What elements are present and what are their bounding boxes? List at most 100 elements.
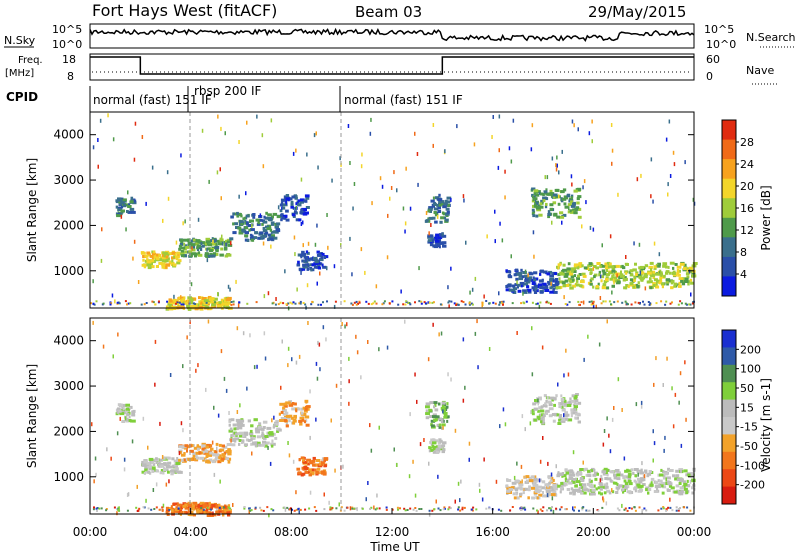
noise-cell: [448, 304, 450, 309]
data-cell: [209, 297, 215, 301]
ground-cell: [488, 302, 491, 305]
data-cell: [188, 254, 193, 258]
ground-cell: [238, 301, 241, 304]
data-cell: [614, 469, 620, 472]
nsearch-tick-bottom: 10^0: [706, 38, 736, 51]
ground-cell: [643, 507, 646, 510]
data-cell: [553, 403, 556, 407]
data-cell: [225, 457, 229, 461]
data-cell: [579, 468, 584, 471]
data-cell: [571, 473, 576, 477]
data-cell: [116, 214, 121, 218]
noise-cell: [537, 398, 539, 403]
noise-cell: [235, 279, 237, 284]
data-cell: [534, 287, 538, 291]
data-cell: [304, 399, 309, 403]
data-cell: [540, 419, 545, 423]
ground-cell: [177, 506, 180, 509]
ground-cell: [288, 508, 291, 511]
ground-cell: [323, 508, 326, 511]
data-cell: [607, 265, 612, 269]
data-cell: [285, 197, 290, 201]
noise-cell: [438, 332, 440, 337]
ground-cell: [230, 303, 233, 306]
data-cell: [196, 303, 200, 307]
colorbar-tick-label: 4: [740, 268, 747, 281]
data-cell: [567, 277, 572, 281]
data-cell: [600, 264, 606, 268]
data-cell: [640, 477, 644, 481]
noise-cell: [567, 372, 570, 377]
data-cell: [180, 510, 184, 514]
data-cell: [645, 488, 650, 492]
data-cell: [209, 451, 213, 455]
noise-cell: [652, 199, 654, 204]
data-cell: [441, 232, 444, 236]
data-cell: [252, 215, 256, 219]
data-cell: [534, 399, 537, 402]
data-cell: [120, 209, 125, 213]
noise-cell: [295, 490, 297, 495]
data-cell: [158, 258, 162, 262]
noise-cell: [637, 472, 639, 477]
colorbar-tick-label: 50: [740, 382, 754, 395]
data-cell: [269, 228, 273, 232]
ground-cell: [271, 302, 274, 305]
noise-cell: [588, 131, 591, 136]
velocity-colorbar: [721, 329, 737, 505]
data-cell: [533, 479, 538, 483]
noise-cell: [280, 385, 282, 390]
data-cell: [219, 237, 223, 241]
data-cell: [165, 265, 168, 269]
data-cell: [177, 503, 182, 507]
data-cell: [562, 213, 567, 217]
data-cell: [542, 414, 546, 418]
ground-cell: [92, 508, 95, 511]
data-cell: [647, 488, 652, 491]
data-cell: [240, 222, 244, 226]
noise-cell: [652, 429, 654, 434]
ground-cell: [407, 301, 409, 304]
ground-cell: [560, 506, 563, 509]
ground-cell: [302, 302, 305, 304]
noise-cell: [639, 270, 642, 275]
data-cell: [128, 203, 131, 207]
data-cell: [285, 218, 290, 222]
data-cell: [625, 277, 628, 281]
data-cell: [437, 198, 443, 202]
ground-cell: [511, 302, 514, 305]
noise-cell: [416, 399, 418, 404]
data-cell: [223, 246, 228, 250]
data-cell: [550, 485, 554, 489]
data-cell: [557, 263, 562, 267]
data-cell: [622, 266, 626, 270]
data-cell: [427, 219, 431, 223]
data-cell: [143, 460, 147, 464]
data-cell: [589, 282, 593, 286]
data-cell: [194, 252, 198, 256]
noise-cell: [353, 182, 356, 186]
data-cell: [530, 278, 535, 282]
data-cell: [437, 441, 442, 445]
noise-cell: [319, 271, 321, 276]
data-cell: [116, 410, 120, 414]
data-cell: [608, 271, 613, 275]
data-cell: [265, 225, 270, 229]
data-cell: [616, 280, 619, 284]
ground-cell: [655, 302, 658, 305]
noise-cell: [141, 135, 144, 139]
data-cell: [159, 458, 163, 462]
data-cell: [163, 254, 167, 258]
ground-cell: [460, 300, 463, 303]
noise-cell: [504, 169, 506, 174]
data-cell: [291, 402, 295, 405]
data-cell: [525, 475, 530, 479]
data-cell: [506, 486, 510, 490]
noise-cell: [481, 303, 483, 308]
ground-cell: [497, 508, 500, 511]
data-cell: [192, 501, 197, 505]
data-cell: [254, 444, 258, 448]
noise-cell: [367, 340, 369, 344]
ground-cell: [124, 300, 127, 303]
